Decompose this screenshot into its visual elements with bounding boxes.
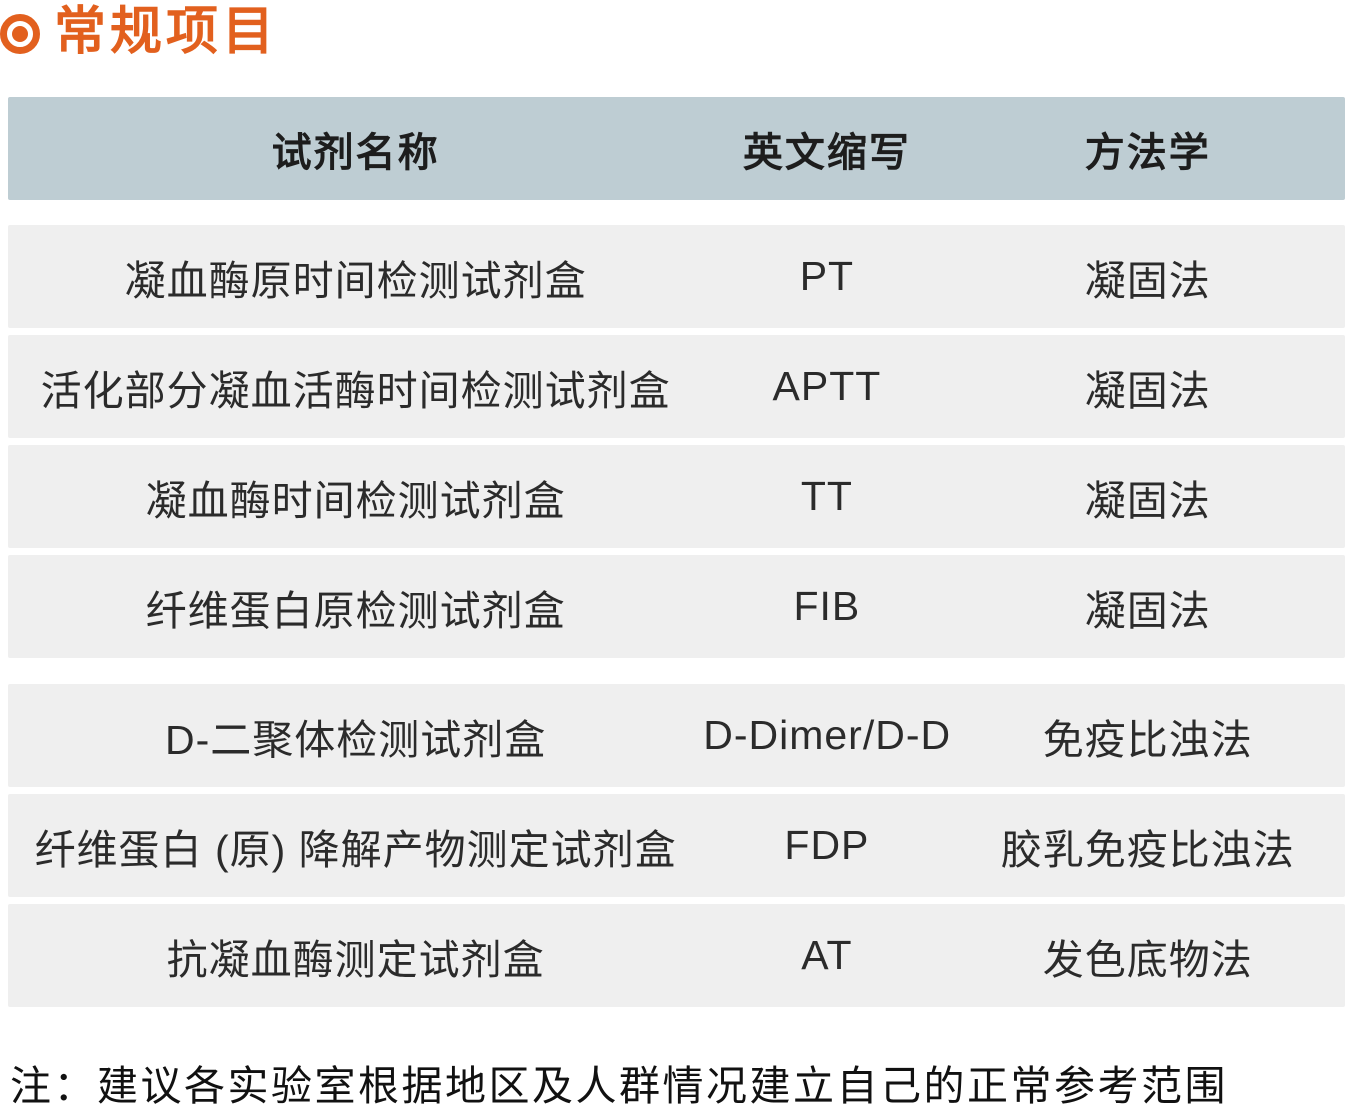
- cell-reagent-name: 凝血酶原时间检测试剂盒: [124, 257, 587, 304]
- cell-abbreviation: TT: [800, 473, 853, 519]
- page-title-text: 常规项目: [54, 3, 279, 61]
- column-header-abbreviation: 英文缩写: [742, 130, 911, 175]
- cell-abbreviation: AT: [801, 932, 853, 978]
- table-row: D-二聚体检测试剂盒 D-Dimer/D-D 免疫比浊法: [8, 684, 1345, 787]
- cell-abbreviation: FDP: [784, 822, 870, 868]
- cell-abbreviation: PT: [799, 253, 855, 299]
- table-body: 凝血酶原时间检测试剂盒 PT 凝固法 活化部分凝血活酶时间检测试剂盒 APTT 凝固法 凝血…: [8, 225, 1345, 1007]
- cell-methodology: 凝固法: [1084, 257, 1211, 304]
- column-header-reagent-name: 试剂名称: [271, 130, 440, 175]
- cell-reagent-name: 纤维蛋白原检测试剂盒: [145, 587, 566, 634]
- table-row: 活化部分凝血活酶时间检测试剂盒 APTT 凝固法: [8, 335, 1345, 438]
- cell-methodology: 凝固法: [1084, 477, 1211, 524]
- cell-reagent-name: 凝血酶时间检测试剂盒: [145, 477, 566, 524]
- table-row-group: 凝血酶原时间检测试剂盒 PT 凝固法 活化部分凝血活酶时间检测试剂盒 APTT 凝固法 凝血…: [8, 225, 1345, 658]
- footnote: 注：建议各实验室根据地区及人群情况建立自己的正常参考范围: [10, 1052, 1228, 1109]
- cell-methodology: 发色底物法: [1042, 936, 1253, 983]
- table-row-group: D-二聚体检测试剂盒 D-Dimer/D-D 免疫比浊法纤维蛋白 (原) 降解产物测…: [8, 684, 1345, 1007]
- table-row: 纤维蛋白 (原) 降解产物测定试剂盒 FDP 胶乳免疫比浊法: [8, 794, 1345, 897]
- cell-reagent-name: 纤维蛋白 (原) 降解产物测定试剂盒: [34, 826, 677, 873]
- bullseye-dot-icon: [12, 26, 28, 42]
- page-title: 常规项目: [0, 2, 278, 66]
- table-header-row: 试剂名称 英文缩写 方法学: [8, 97, 1345, 200]
- cell-methodology: 免疫比浊法: [1042, 716, 1253, 763]
- footnote-text: 注：建议各实验室根据地区及人群情况建立自己的正常参考范围: [10, 1063, 1228, 1109]
- reagent-table: 试剂名称 英文缩写 方法学 凝血酶原时间检测试剂盒 PT 凝固法 活化部分凝血活酶时间…: [8, 97, 1345, 1007]
- column-header-methodology: 方法学: [1084, 130, 1211, 175]
- table-row: 凝血酶时间检测试剂盒 TT 凝固法: [8, 445, 1345, 548]
- cell-methodology: 凝固法: [1084, 367, 1211, 414]
- table-row: 凝血酶原时间检测试剂盒 PT 凝固法: [8, 225, 1345, 328]
- cell-methodology: 胶乳免疫比浊法: [1000, 826, 1295, 873]
- cell-reagent-name: 活化部分凝血活酶时间检测试剂盒: [40, 367, 671, 414]
- bullseye-icon: [0, 14, 40, 54]
- table-row: 抗凝血酶测定试剂盒 AT 发色底物法: [8, 904, 1345, 1007]
- cell-abbreviation: D-Dimer/D-D: [703, 712, 952, 758]
- cell-abbreviation: APTT: [772, 363, 882, 409]
- cell-methodology: 凝固法: [1084, 587, 1211, 634]
- cell-reagent-name: D-二聚体检测试剂盒: [164, 716, 547, 763]
- cell-reagent-name: 抗凝血酶测定试剂盒: [166, 936, 545, 983]
- table-row: 纤维蛋白原检测试剂盒 FIB 凝固法: [8, 555, 1345, 658]
- cell-abbreviation: FIB: [793, 583, 861, 629]
